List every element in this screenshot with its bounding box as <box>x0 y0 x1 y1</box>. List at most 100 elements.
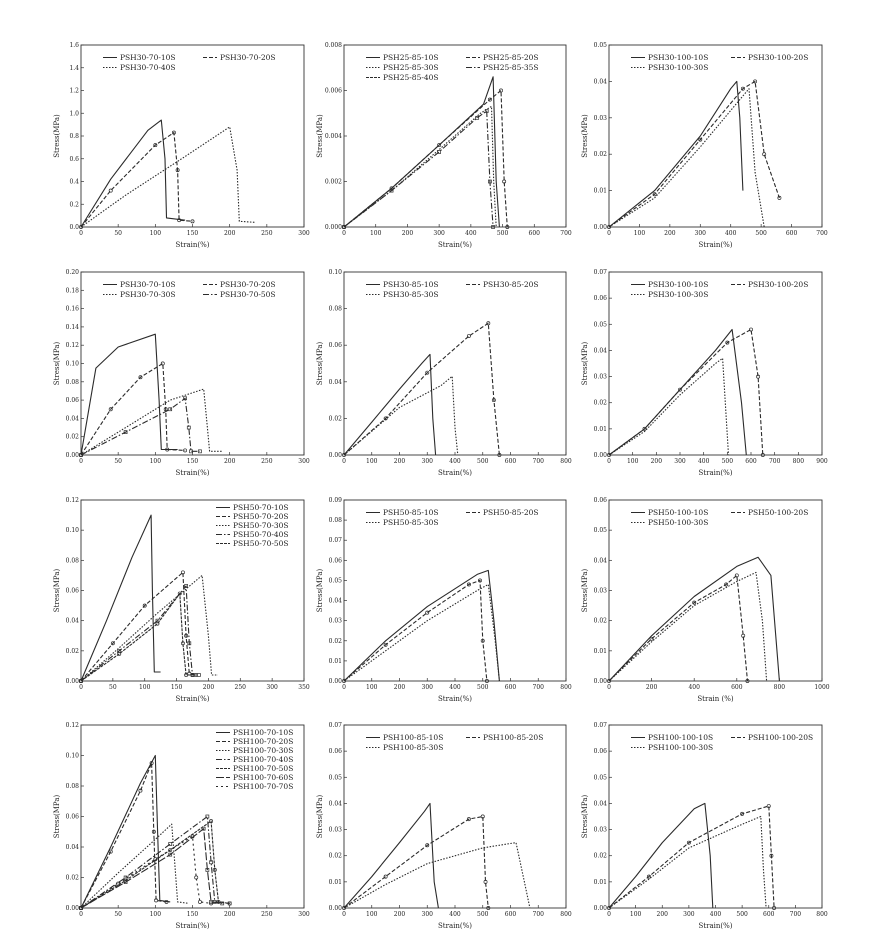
series-line-2 <box>608 574 749 682</box>
legend: PSH100-100-10S PSH100-100-20S PSH100-100-3… <box>631 733 813 752</box>
data-point <box>389 188 394 193</box>
legend-entry: PSH100-70-50S <box>233 764 293 773</box>
legend: PSH100-85-10S PSH100-85-20S PSH100-85-30S <box>366 733 543 752</box>
series-line-1 <box>343 569 500 682</box>
legend-entry: PSH30-100-10S <box>648 53 708 62</box>
x-tick-label: 200 <box>394 684 406 691</box>
y-tick-label: 0.05 <box>329 577 343 584</box>
x-tick-label: 300 <box>674 458 686 465</box>
x-tick-label: 0 <box>342 230 346 237</box>
x-tick-label: 600 <box>763 911 775 918</box>
x-tick-label: 400 <box>449 458 461 465</box>
y-tick-label: 0.00 <box>594 678 608 685</box>
x-tick-label: 0 <box>79 458 83 465</box>
y-tick-label: 0.000 <box>325 224 342 231</box>
chart-panel-11: 0 100 200 300 400 500 600 700 800 0.00 0.01 0.02 0.0… <box>316 722 572 930</box>
y-tick-label: 0.01 <box>594 879 607 886</box>
y-tick-label: 0.00 <box>329 678 343 685</box>
x-tick-label: 0 <box>342 911 346 918</box>
data-point <box>227 901 232 906</box>
x-tick-label: 700 <box>769 458 781 465</box>
y-tick-label: 0.002 <box>325 179 342 186</box>
x-tick-label: 800 <box>816 911 828 918</box>
x-axis-label: Strain(%) <box>438 922 472 930</box>
x-axis-label: Strain(%) <box>699 241 733 249</box>
legend-entry: PSH25-85-40S <box>383 73 439 82</box>
data-point <box>607 679 611 683</box>
chart-panel-5: 0 100 200 300 400 500 600 700 800 0.00 0.02 0.04 0.0… <box>316 269 572 477</box>
x-tick-label: 0 <box>79 684 83 691</box>
legend-entry: PSH30-100-20S <box>748 53 808 62</box>
data-point <box>190 673 195 677</box>
data-point <box>197 899 202 904</box>
y-tick-label: 0.14 <box>66 324 80 331</box>
x-tick-label: 800 <box>774 684 786 691</box>
y-tick-label: 0.06 <box>329 342 343 349</box>
y-axis-label: Stress(MPa) <box>581 794 589 838</box>
x-tick-label: 400 <box>688 684 700 691</box>
x-tick-label: 0 <box>342 458 346 465</box>
x-tick-label: 200 <box>651 458 663 465</box>
x-tick-label: 150 <box>187 911 199 918</box>
series-line-3 <box>343 105 497 228</box>
data-point <box>646 874 651 879</box>
data-point <box>153 857 158 862</box>
data-point <box>138 375 143 380</box>
y-tick-label: 0.08 <box>329 306 343 313</box>
data-point <box>216 899 221 904</box>
series-line-5 <box>80 592 193 682</box>
legend-entry: PSH25-85-10S <box>383 53 439 62</box>
y-tick-label: 0.10 <box>66 527 80 534</box>
plot-frame <box>343 271 567 456</box>
series-line-2 <box>80 362 186 456</box>
x-axis-label: Strain(%) <box>176 695 210 703</box>
y-tick-label: 0.08 <box>329 517 343 524</box>
plot-frame <box>608 271 823 456</box>
y-tick-label: 0.09 <box>329 497 343 504</box>
data-point <box>198 449 202 454</box>
y-tick-label: 0.06 <box>329 557 343 564</box>
y-tick-label: 0.4 <box>69 179 79 186</box>
y-tick-label: 0.02 <box>594 618 608 625</box>
data-point <box>480 638 485 643</box>
x-tick-label: 200 <box>224 230 236 237</box>
x-tick-label: 600 <box>505 684 517 691</box>
y-tick-label: 0.05 <box>594 321 608 328</box>
legend-entry: PSH30-70-20S <box>220 53 276 62</box>
y-tick-label: 0.6 <box>69 156 79 163</box>
data-point <box>123 430 128 434</box>
data-point <box>698 137 703 142</box>
data-point <box>437 150 441 154</box>
y-tick-label: 0.12 <box>66 342 80 349</box>
x-tick-label: 200 <box>224 911 236 918</box>
y-tick-label: 0.02 <box>66 648 80 655</box>
y-axis-label: Stress(MPa) <box>316 568 324 612</box>
series-line-1 <box>608 802 714 909</box>
y-tick-label: 0.12 <box>66 722 80 729</box>
data-point <box>194 875 199 880</box>
y-tick-label: 0.00 <box>66 905 80 912</box>
data-point <box>769 853 774 858</box>
data-point <box>209 901 214 906</box>
x-axis-label: Strain(%) <box>699 469 733 477</box>
y-tick-label: 0.03 <box>329 618 343 625</box>
x-tick-label: 100 <box>366 458 378 465</box>
y-tick-label: 0.06 <box>66 588 80 595</box>
legend-entry: PSH50-70-10S <box>233 503 289 512</box>
data-point <box>740 86 745 91</box>
data-point <box>79 453 83 457</box>
data-point <box>155 621 160 626</box>
y-tick-label: 0.03 <box>594 588 608 595</box>
x-tick-label: 600 <box>529 230 541 237</box>
x-tick-label: 200 <box>646 684 658 691</box>
series-line-2 <box>343 322 500 456</box>
data-point <box>724 582 729 587</box>
data-point <box>686 840 691 845</box>
series-line-2 <box>608 805 775 909</box>
data-point <box>186 425 191 430</box>
data-point <box>168 852 173 857</box>
x-tick-label: 400 <box>449 684 461 691</box>
y-tick-label: 0.08 <box>66 557 80 564</box>
data-point <box>483 879 488 884</box>
legend-entry: PSH100-100-10S <box>648 733 713 742</box>
